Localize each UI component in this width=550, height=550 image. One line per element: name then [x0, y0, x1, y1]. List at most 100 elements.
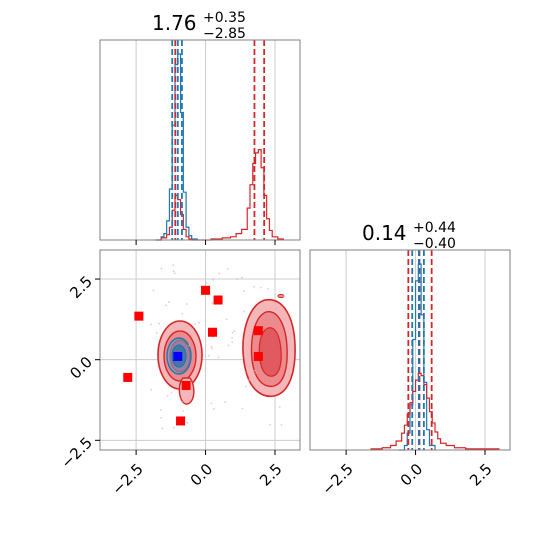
- param-1-title-value: 1.76: [152, 11, 197, 35]
- sample-point: [186, 390, 189, 393]
- sample-point: [259, 286, 262, 289]
- histogram-red-series: [370, 372, 500, 450]
- x-tick-label: 0.0: [187, 460, 217, 490]
- sample-point: [186, 421, 189, 424]
- sample-point: [152, 289, 155, 292]
- sample-point: [172, 270, 175, 273]
- sample-point: [166, 394, 169, 397]
- sample-point: [207, 354, 210, 357]
- sample-point: [170, 391, 173, 394]
- y-tick-label: −2.5: [58, 434, 96, 472]
- histogram-blue-series: [398, 263, 436, 451]
- sample-point: [188, 344, 191, 347]
- sample-point: [280, 424, 283, 426]
- sample-point: [212, 336, 215, 339]
- sample-point: [212, 278, 214, 281]
- sample-point: [212, 408, 215, 410]
- sample-point: [227, 344, 230, 347]
- sample-point: [274, 307, 277, 310]
- sample-point: [267, 288, 269, 290]
- sample-point: [168, 301, 170, 303]
- x-tick-label: −2.5: [318, 460, 356, 498]
- y-tick-label: 0.0: [66, 353, 96, 383]
- sample-point: [241, 276, 243, 279]
- sample-point: [182, 409, 185, 412]
- sample-point: [211, 347, 213, 350]
- y-tick-label: 2.5: [66, 272, 96, 302]
- sample-point: [158, 322, 160, 325]
- red-square-marker: [181, 380, 191, 390]
- sample-point: [160, 267, 163, 270]
- sample-point: [282, 295, 285, 298]
- sample-point: [160, 409, 162, 411]
- sample-point: [181, 312, 184, 315]
- red-square-marker: [253, 326, 263, 336]
- sample-point: [160, 416, 163, 419]
- sample-point: [172, 426, 175, 429]
- x-tick-label: 2.5: [256, 460, 286, 490]
- sample-point: [248, 379, 250, 382]
- sample-point: [231, 331, 234, 334]
- param-2-title-upper: +0.44: [413, 220, 456, 236]
- density-contours: [157, 293, 296, 405]
- red-square-marker: [253, 351, 263, 361]
- red-square-marker: [123, 372, 133, 382]
- scatter-frame: [99, 249, 301, 451]
- red-square-marker: [201, 285, 211, 295]
- sample-point: [253, 369, 256, 372]
- scatter-panel: −2.5 −2.5 0.0 0.0 2.5 2.5: [58, 249, 301, 499]
- sample-point: [231, 341, 234, 344]
- sample-point: [173, 272, 176, 275]
- sample-point: [236, 278, 239, 281]
- sample-point: [225, 318, 228, 321]
- sample-point: [194, 323, 197, 325]
- sample-point: [150, 323, 152, 326]
- sample-point: [244, 370, 247, 373]
- sample-point: [243, 310, 245, 313]
- sample-point: [253, 285, 255, 288]
- sample-point: [211, 302, 214, 305]
- param-1-title-lower: −2.85: [203, 26, 246, 42]
- sample-point: [255, 371, 258, 374]
- sample-point: [217, 356, 220, 359]
- sample-point: [155, 332, 158, 334]
- sample-point: [243, 290, 245, 292]
- red-square-marker: [134, 311, 144, 321]
- sample-point: [282, 317, 285, 320]
- red-square-marker: [208, 327, 217, 337]
- x-tick-label: 0.0: [397, 460, 427, 490]
- sample-point: [210, 402, 213, 405]
- param-1-frame: [99, 39, 301, 241]
- sample-point: [233, 330, 236, 333]
- sample-point: [205, 282, 208, 284]
- x-tick-label: −2.5: [108, 460, 146, 498]
- sample-point: [166, 337, 168, 340]
- sample-point: [218, 272, 221, 275]
- sample-point: [226, 268, 229, 270]
- param-1-title-upper: +0.35: [203, 10, 246, 26]
- sample-point: [181, 401, 184, 403]
- red-square-marker: [176, 416, 186, 426]
- sample-point: [150, 388, 153, 391]
- param-2-title-value: 0.14: [362, 221, 407, 245]
- sample-point: [241, 407, 244, 410]
- sample-point: [179, 329, 182, 331]
- sample-point: [231, 336, 233, 339]
- sample-point: [198, 321, 201, 324]
- sample-point: [186, 303, 188, 305]
- blue-square-marker: [173, 351, 183, 361]
- param-2-title-lower: −0.40: [413, 236, 456, 252]
- sample-point: [161, 427, 164, 430]
- sample-point: [224, 401, 227, 403]
- x-tick-label: 2.5: [466, 460, 496, 490]
- param-2-frame: [309, 249, 511, 451]
- sample-point: [278, 406, 281, 408]
- sample-point: [245, 385, 247, 388]
- histogram-panel-param-2: 0.14 +0.44 −0.40 −2.5 0.0 2.5: [309, 220, 511, 499]
- sample-point: [172, 264, 174, 267]
- sample-point: [269, 423, 272, 426]
- histogram-panel-param-1: 1.76 +0.35 −2.85: [99, 10, 301, 245]
- sample-point: [165, 304, 168, 307]
- sample-point: [188, 393, 191, 395]
